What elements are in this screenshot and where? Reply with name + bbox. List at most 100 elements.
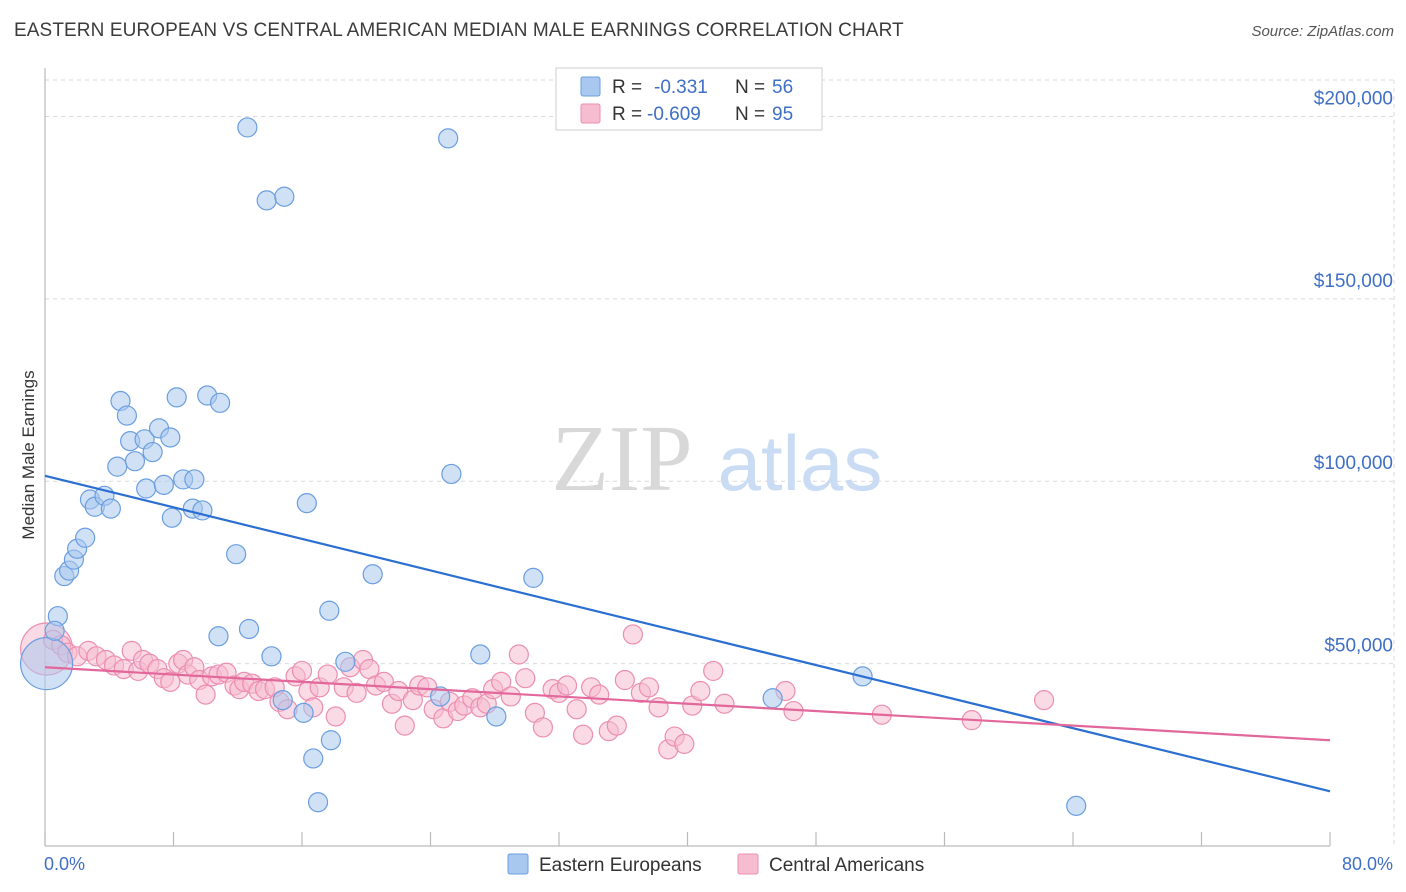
point-blue-54 xyxy=(430,686,451,707)
legend-n-value-1: 56 xyxy=(772,77,793,98)
legend-n-label-2: N = xyxy=(735,104,765,125)
legend-n-label-1: N = xyxy=(735,77,765,98)
point-pink-72 xyxy=(556,675,578,696)
point-pink-80 xyxy=(622,624,643,645)
point-blue-31 xyxy=(208,626,229,647)
point-blue-11 xyxy=(100,498,121,519)
point-blue-16 xyxy=(124,451,146,472)
point-blue-40 xyxy=(303,748,324,769)
trend-line-central-americans xyxy=(44,666,1331,742)
point-blue-22 xyxy=(160,427,181,448)
y-tick-label-3: $200,000 xyxy=(1314,88,1393,109)
bottom-legend-swatch-blue xyxy=(507,853,529,875)
point-pink-51 xyxy=(394,715,415,736)
point-blue-38 xyxy=(272,689,293,711)
y-tick-labels: $50,000 $100,000 $150,000 $200,000 xyxy=(1314,88,1393,656)
legend: R = -0.331 N = 56 R = -0.609 N = 95 xyxy=(555,67,823,131)
point-pink-88 xyxy=(690,680,711,702)
point-blue-41 xyxy=(307,792,329,813)
legend-r-label-2: R = xyxy=(612,104,642,125)
point-blue-18 xyxy=(136,478,157,499)
point-pink-82 xyxy=(638,677,660,698)
point-blue-55 xyxy=(293,702,314,723)
point-blue-50 xyxy=(523,567,544,589)
y-axis-title: Median Male Earnings xyxy=(19,370,38,539)
watermark: ZIP atlas xyxy=(552,407,883,511)
y-tick-label-2: $150,000 xyxy=(1314,271,1393,292)
point-blue-32 xyxy=(226,544,247,565)
bottom-legend: Eastern Europeans Central Americans xyxy=(507,853,924,876)
point-blue-53 xyxy=(1066,795,1087,816)
point-blue-37 xyxy=(261,646,282,667)
point-blue-42 xyxy=(319,600,340,621)
point-blue-14 xyxy=(116,405,138,426)
point-blue-7 xyxy=(75,527,96,548)
point-pink-90 xyxy=(714,693,735,714)
trend-lines xyxy=(44,474,1331,793)
point-blue-47 xyxy=(441,463,462,485)
point-pink-79 xyxy=(614,669,635,691)
point-blue-30 xyxy=(209,392,231,413)
point-blue-51 xyxy=(762,688,783,709)
chart-title: EASTERN EUROPEAN VS CENTRAL AMERICAN MED… xyxy=(14,20,904,41)
point-blue-49 xyxy=(486,706,507,727)
point-blue-33 xyxy=(238,618,260,640)
point-pink-69 xyxy=(532,717,554,738)
point-pink-16 xyxy=(160,671,181,692)
point-blue-34 xyxy=(237,117,258,138)
x-tick-label-1: 80.0% xyxy=(1342,854,1393,874)
x-tick-labels: 0.0% 80.0% xyxy=(44,854,1393,874)
point-blue-46 xyxy=(438,128,459,149)
point-blue-12 xyxy=(107,456,128,477)
point-pink-78 xyxy=(606,715,627,736)
y-tick-label-1: $100,000 xyxy=(1314,453,1393,474)
axes xyxy=(44,68,1331,847)
point-blue-19 xyxy=(142,441,163,463)
legend-swatch-pink xyxy=(580,103,601,124)
point-pink-74 xyxy=(572,724,594,745)
trend-line-eastern-europeans xyxy=(44,474,1331,793)
legend-r-value-1: -0.331 xyxy=(654,77,708,98)
point-pink-76 xyxy=(589,684,610,705)
point-blue-48 xyxy=(470,644,491,665)
legend-r-label-1: R = xyxy=(612,77,642,98)
point-pink-66 xyxy=(508,644,529,665)
point-blue-45 xyxy=(362,564,383,585)
x-tick-label-0: 0.0% xyxy=(44,854,85,874)
watermark-atlas: atlas xyxy=(718,419,883,507)
point-blue-43 xyxy=(320,730,342,751)
bottom-legend-label-blue: Eastern Europeans xyxy=(539,855,702,876)
series-central-americans xyxy=(20,622,1055,760)
point-blue-39 xyxy=(296,493,317,514)
bottom-legend-swatch-pink xyxy=(737,853,759,875)
series-eastern-europeans xyxy=(20,117,1087,816)
point-pink-36 xyxy=(291,660,313,682)
point-pink-40 xyxy=(317,664,338,685)
point-blue-35 xyxy=(256,190,277,211)
point-blue-0 xyxy=(20,637,74,691)
bottom-legend-label-pink: Central Americans xyxy=(769,855,924,876)
point-pink-44 xyxy=(346,682,367,703)
legend-swatch-blue xyxy=(580,76,601,97)
legend-n-value-2: 95 xyxy=(772,104,793,125)
point-pink-89 xyxy=(703,660,724,682)
source-label: Source: ZipAtlas.com xyxy=(1251,23,1394,40)
y-tick-label-0: $50,000 xyxy=(1324,636,1393,657)
point-pink-64 xyxy=(491,671,512,692)
legend-r-value-2: -0.609 xyxy=(647,104,701,125)
point-blue-23 xyxy=(161,507,182,528)
point-blue-44 xyxy=(335,651,356,672)
watermark-zip: ZIP xyxy=(552,407,693,511)
point-pink-65 xyxy=(500,686,521,707)
point-pink-41 xyxy=(325,706,346,727)
point-blue-26 xyxy=(184,469,205,490)
point-pink-73 xyxy=(566,699,587,720)
point-blue-21 xyxy=(153,474,174,495)
point-pink-95 xyxy=(1033,689,1055,711)
point-pink-86 xyxy=(674,733,695,754)
point-blue-24 xyxy=(166,387,187,408)
point-pink-67 xyxy=(515,668,536,689)
point-blue-36 xyxy=(274,186,295,207)
point-blue-2 xyxy=(44,620,65,641)
